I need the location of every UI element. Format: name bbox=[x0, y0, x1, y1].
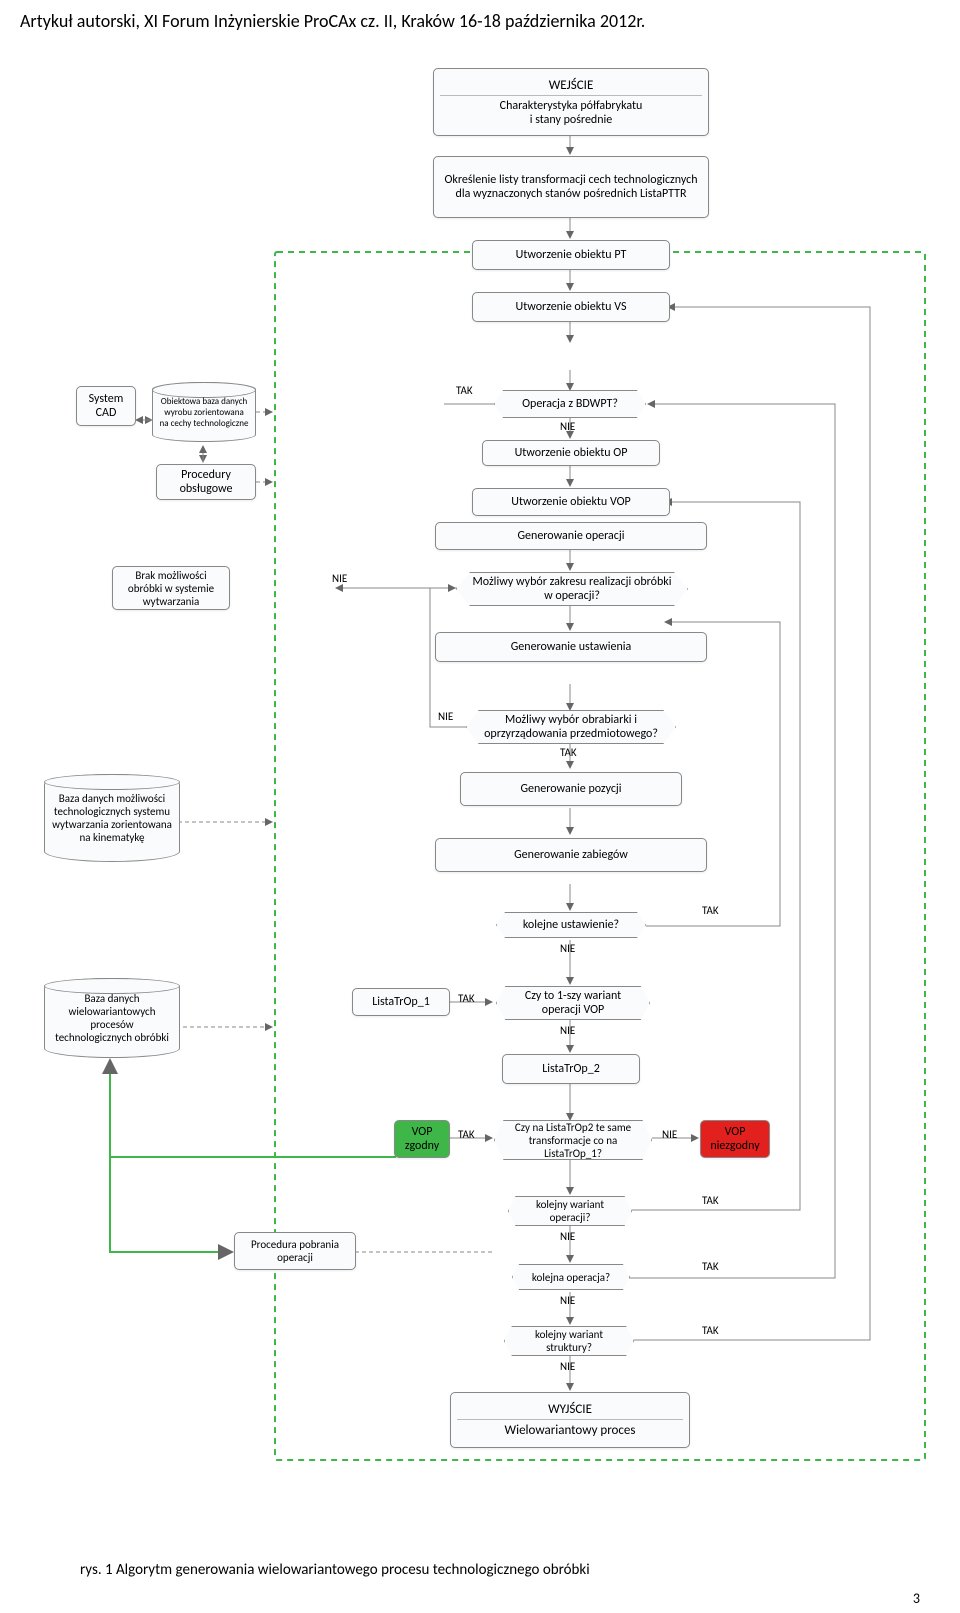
czy-tr-decision: Czy na ListaTrOp2 te same transformacje … bbox=[494, 1120, 652, 1160]
lista1-box: ListaTrOp_1 bbox=[352, 988, 450, 1016]
nie-label-8: NIE bbox=[560, 1294, 575, 1307]
wyjscie-title: WYJŚCIE bbox=[457, 1402, 683, 1420]
utw-vs-box: Utworzenie obiektu VS bbox=[472, 292, 670, 322]
system-cad-box: System CAD bbox=[76, 386, 136, 426]
vop-niez-box: VOP niezgodny bbox=[700, 1120, 770, 1158]
gen-poz-box: Generowanie pozycji bbox=[460, 772, 682, 806]
utw-vop-box: Utworzenie obiektu VOP bbox=[472, 488, 670, 516]
tak-label-8: TAK bbox=[702, 1324, 719, 1337]
wyjscie-sub: Wielowariantowy proces bbox=[505, 1420, 636, 1438]
vop-zgodny-box: VOP zgodny bbox=[394, 1120, 450, 1158]
tak-label: TAK bbox=[456, 384, 473, 397]
wejscie-sub: Charakterystyka półfabrykatu i stany poś… bbox=[500, 96, 643, 127]
tak-label-7: TAK bbox=[702, 1260, 719, 1273]
tak-label-2: TAK bbox=[560, 746, 577, 759]
utw-op-box: Utworzenie obiektu OP bbox=[482, 440, 660, 466]
utw-pt-box: Utworzenie obiektu PT bbox=[472, 240, 670, 270]
tak-label-6: TAK bbox=[702, 1194, 719, 1207]
nie-label: NIE bbox=[560, 420, 575, 433]
baza-wiel-db: Baza danych wielowariantowych procesów t… bbox=[44, 978, 180, 1058]
brak-box: Brak możliwości obróbki w systemie wytwa… bbox=[112, 566, 230, 610]
nie-label-7: NIE bbox=[560, 1230, 575, 1243]
nie-label-3: NIE bbox=[438, 710, 453, 723]
nie-label-6: NIE bbox=[662, 1128, 677, 1141]
tak-label-5: TAK bbox=[458, 1128, 475, 1141]
nie-label-2: NIE bbox=[332, 572, 347, 585]
kol-ust-decision: kolejne ustawienie? bbox=[496, 912, 646, 938]
okreslenie-box: Określenie listy transformacji cech tech… bbox=[433, 156, 709, 218]
nie-label-9: NIE bbox=[560, 1360, 575, 1373]
lista2-box: ListaTrOp_2 bbox=[502, 1054, 640, 1084]
obiektowa-db: Obiektowa baza danych wyrobu zorientowan… bbox=[152, 382, 256, 442]
kol-war-op-decision: kolejny wariant operacji? bbox=[508, 1196, 632, 1226]
gen-zab-box: Generowanie zabiegów bbox=[435, 838, 707, 872]
op-bdwpt-decision: Operacja z BDWPT? bbox=[494, 390, 646, 418]
kol-oper-decision: kolejna operacja? bbox=[512, 1264, 630, 1290]
nie-label-5: NIE bbox=[560, 1024, 575, 1037]
gen-ust-box: Generowanie ustawienia bbox=[435, 632, 707, 662]
proc-pobr-box: Procedura pobrania operacji bbox=[234, 1232, 356, 1270]
page-number: 3 bbox=[913, 1590, 920, 1607]
page-header: Artykuł autorski, XI Forum Inżynierskie … bbox=[0, 0, 960, 36]
nie-label-4: NIE bbox=[560, 942, 575, 955]
figure-caption: rys. 1 Algorytm generowania wielowariant… bbox=[80, 1561, 590, 1579]
kol-war-str-decision: kolejny wariant struktury? bbox=[504, 1326, 634, 1356]
baza-kin-db: Baza danych możliwości technologicznych … bbox=[44, 774, 180, 862]
end-node: WYJŚCIE Wielowariantowy proces bbox=[450, 1392, 690, 1448]
czy1-decision: Czy to 1-szy wariant operacji VOP bbox=[496, 986, 650, 1020]
moz-obr-decision: Możliwy wybór obrabiarki i oprzyrządowan… bbox=[466, 710, 676, 744]
tak-label-4: TAK bbox=[458, 992, 475, 1005]
moz-zak-decision: Możliwy wybór zakresu realizacji obróbki… bbox=[456, 572, 688, 606]
tak-label-3: TAK bbox=[702, 904, 719, 917]
start-node: WEJŚCIE Charakterystyka półfabrykatu i s… bbox=[433, 68, 709, 136]
wejscie-title: WEJŚCIE bbox=[440, 78, 702, 96]
procedury-box: Procedury obsługowe bbox=[156, 464, 256, 500]
gen-oper-box: Generowanie operacji bbox=[435, 522, 707, 550]
